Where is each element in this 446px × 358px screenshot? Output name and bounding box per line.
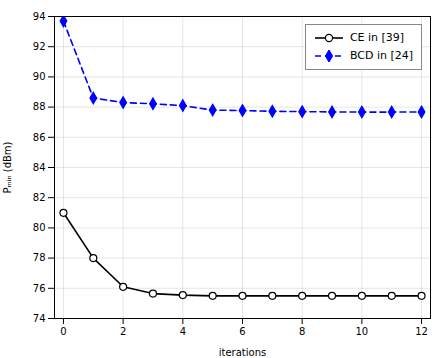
- svg-text:iterations: iterations: [219, 347, 266, 358]
- svg-text:12: 12: [415, 326, 428, 337]
- svg-text:94: 94: [33, 11, 46, 22]
- svg-text:6: 6: [239, 326, 245, 337]
- svg-text:76: 76: [33, 283, 46, 294]
- html-text:CE in [39]: CE in [39]: [349, 31, 405, 44]
- svg-text:0: 0: [60, 326, 66, 337]
- svg-text:90: 90: [33, 71, 46, 82]
- svg-text:8: 8: [299, 326, 305, 337]
- svg-text:82: 82: [33, 192, 46, 203]
- svg-text:92: 92: [33, 41, 46, 52]
- svg-text:10: 10: [355, 326, 368, 337]
- svg-text:80: 80: [33, 222, 46, 233]
- svg-text:78: 78: [33, 252, 46, 263]
- svg-text:Pₘᵢₙ (dBm): Pₘᵢₙ (dBm): [2, 141, 13, 193]
- svg-text:86: 86: [33, 132, 46, 143]
- svg-text:84: 84: [33, 162, 46, 173]
- svg-text:4: 4: [180, 326, 186, 337]
- html-text:BCD in [24]: BCD in [24]: [349, 49, 413, 62]
- svg-text:88: 88: [33, 101, 46, 112]
- svg-text:74: 74: [33, 313, 46, 324]
- svg-text:2: 2: [120, 326, 126, 337]
